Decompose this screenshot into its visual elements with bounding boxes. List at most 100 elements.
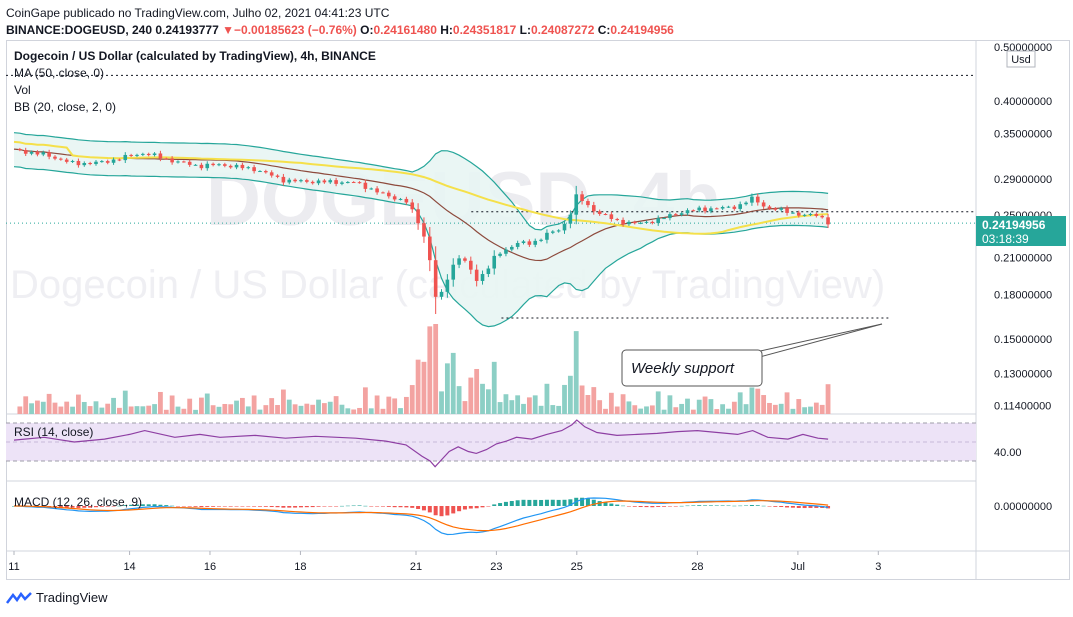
candle-body bbox=[252, 167, 256, 172]
candle-body bbox=[170, 158, 174, 163]
candle-body bbox=[18, 149, 22, 151]
volume-bar bbox=[210, 405, 216, 414]
volume-bar bbox=[491, 361, 497, 414]
time-tick-7: 28 bbox=[691, 561, 703, 573]
candle-body bbox=[726, 206, 731, 208]
candle-body bbox=[545, 232, 549, 240]
macd-hist-bar bbox=[76, 506, 81, 508]
volume-bar bbox=[298, 405, 304, 414]
macd-hist-bar bbox=[667, 506, 672, 507]
macd-hist-bar bbox=[761, 505, 766, 507]
macd-hist-bar bbox=[703, 505, 708, 506]
macd-hist-bar bbox=[117, 505, 122, 507]
macd-hist-bar bbox=[773, 506, 778, 507]
volume-bar bbox=[187, 398, 193, 414]
macd-hist-bar bbox=[591, 499, 596, 506]
candle-body bbox=[105, 161, 110, 163]
macd-hist-bar bbox=[708, 505, 713, 506]
macd-hist-bar bbox=[380, 506, 385, 507]
macd-hist-bar bbox=[785, 506, 790, 508]
candle-body bbox=[64, 159, 69, 162]
volume-bar bbox=[679, 403, 685, 414]
time-tick-3: 18 bbox=[294, 561, 306, 573]
macd-hist-bar bbox=[714, 505, 719, 506]
indicator-ma[interactable]: MA (50, close, 0) bbox=[14, 66, 104, 80]
tradingview-footer[interactable]: TradingView bbox=[6, 590, 108, 605]
candle-body bbox=[199, 164, 204, 169]
macd-hist-bar bbox=[334, 506, 339, 507]
macd-hist-bar bbox=[111, 506, 116, 507]
candle-body bbox=[755, 196, 760, 203]
volume-bar bbox=[755, 388, 761, 414]
volume-bar bbox=[790, 408, 796, 414]
volume-bar bbox=[644, 406, 649, 414]
price-chart[interactable]: DOGEUSD, 4h Dogecoin / US Dollar (calcul… bbox=[6, 40, 1070, 580]
time-axis[interactable]: 11 14 16 18 21 23 25 28 Jul 3 bbox=[8, 551, 881, 573]
volume-bar bbox=[216, 406, 222, 414]
volume-bar bbox=[35, 400, 40, 414]
volume-bar bbox=[222, 403, 228, 414]
volume-bar bbox=[714, 409, 720, 414]
volume-bar bbox=[181, 408, 187, 414]
macd-hist-bar bbox=[205, 506, 210, 507]
volume-bar bbox=[310, 404, 316, 414]
indicator-bb[interactable]: BB (20, close, 2, 0) bbox=[14, 100, 116, 114]
candle-body bbox=[609, 214, 614, 219]
candlesticks bbox=[18, 147, 830, 315]
last-price: 0.24193777 bbox=[155, 23, 219, 37]
volume-bar bbox=[480, 383, 485, 414]
candle-body bbox=[709, 208, 713, 212]
macd-hist-bar bbox=[503, 501, 508, 506]
indicator-vol[interactable]: Vol bbox=[14, 83, 31, 97]
candle-body bbox=[656, 218, 661, 224]
macd-hist-bar bbox=[521, 499, 526, 506]
candle-body bbox=[205, 163, 210, 169]
chart-border bbox=[6, 40, 1070, 580]
bb-upper bbox=[13, 132, 829, 231]
macd-hist-bar bbox=[129, 504, 134, 506]
macd-hist-bar bbox=[673, 506, 678, 507]
candle-body bbox=[515, 243, 520, 247]
candle-body bbox=[574, 194, 579, 215]
volume-bar bbox=[550, 405, 556, 414]
volume-bar bbox=[357, 407, 362, 414]
candle-body bbox=[820, 215, 824, 218]
macd-hist-bar bbox=[451, 506, 456, 514]
candle-body bbox=[498, 253, 502, 256]
candle-body bbox=[146, 153, 151, 156]
macd-hist-bar bbox=[170, 505, 175, 507]
time-tick-1: 14 bbox=[123, 561, 135, 573]
macd-hist-bar bbox=[263, 506, 268, 507]
volume-bar bbox=[444, 363, 450, 414]
macd-hist-bar bbox=[216, 506, 221, 507]
volume-bar bbox=[439, 391, 444, 414]
volume-bar bbox=[64, 401, 70, 414]
macd-hist-bar bbox=[697, 505, 702, 506]
volume-bar bbox=[485, 389, 491, 414]
volume-bar bbox=[761, 395, 767, 414]
candle-body bbox=[679, 213, 684, 215]
annotation-callout[interactable]: Weekly support bbox=[621, 323, 883, 387]
macd-label[interactable]: MACD (12, 26, close, 9) bbox=[14, 495, 142, 509]
macd-hist-bar bbox=[410, 506, 415, 508]
candle-body bbox=[47, 152, 51, 157]
volume-bar bbox=[380, 408, 386, 414]
candle-body bbox=[275, 175, 280, 177]
volume-bar bbox=[462, 401, 468, 414]
volume-bar bbox=[204, 393, 210, 414]
time-tick-5: 23 bbox=[490, 561, 502, 573]
macd-hist-bar bbox=[632, 506, 637, 507]
candle-body bbox=[744, 202, 748, 205]
macd-hist-bar bbox=[644, 506, 649, 508]
last-price-badge: 0.24194956 03:18:39 bbox=[976, 216, 1066, 246]
candle-body bbox=[597, 211, 602, 214]
volume-bar bbox=[796, 399, 802, 414]
rsi-label[interactable]: RSI (14, close) bbox=[14, 425, 93, 439]
candle-body bbox=[808, 213, 813, 215]
candle-body bbox=[123, 154, 128, 161]
volume-bar bbox=[392, 398, 398, 414]
currency-box[interactable] bbox=[1006, 50, 1036, 68]
candle-body bbox=[398, 198, 403, 200]
volume-bar bbox=[40, 401, 46, 414]
candle-body bbox=[211, 163, 215, 166]
